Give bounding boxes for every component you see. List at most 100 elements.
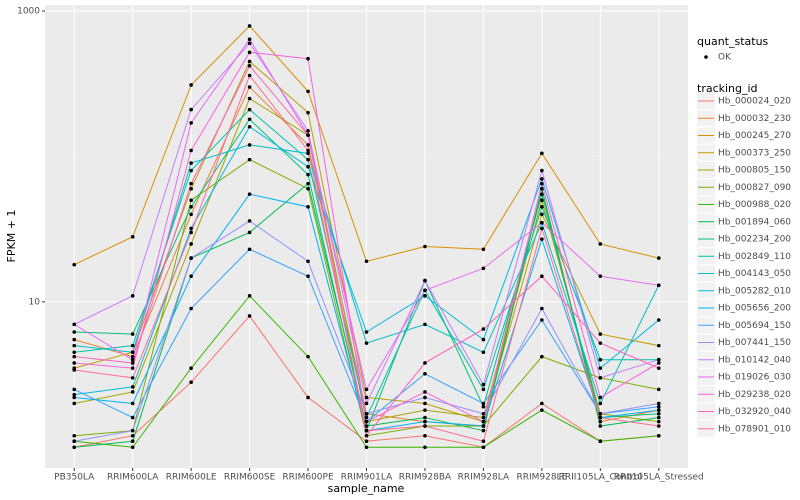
x-tick-label: RRIM600SE	[224, 473, 276, 483]
data-point	[656, 408, 661, 412]
data-point	[247, 59, 252, 64]
data-point	[189, 181, 193, 186]
data-point	[72, 354, 77, 359]
data-point	[247, 107, 252, 112]
data-point	[598, 357, 603, 362]
data-point	[247, 124, 252, 129]
data-point	[481, 350, 486, 355]
data-point	[72, 361, 77, 365]
data-point	[540, 198, 544, 203]
data-point	[306, 181, 310, 186]
data-point	[189, 83, 193, 87]
data-point	[247, 294, 252, 298]
data-point	[247, 143, 252, 147]
data-point	[540, 306, 544, 311]
data-point	[540, 186, 544, 191]
data-point	[130, 433, 135, 438]
data-point	[306, 274, 310, 279]
data-point	[306, 186, 310, 191]
data-point	[540, 181, 544, 186]
data-point	[189, 168, 193, 173]
data-point	[540, 168, 544, 173]
data-point	[189, 256, 193, 260]
data-point	[423, 445, 427, 450]
legend-key	[704, 55, 708, 59]
data-point	[72, 343, 77, 348]
data-point	[656, 343, 661, 348]
legend-label: Hb_007441_150	[718, 338, 791, 348]
data-point	[598, 332, 603, 336]
data-point	[189, 186, 193, 191]
legend-label: Hb_002849_110	[718, 252, 791, 262]
data-point	[540, 177, 544, 181]
data-point	[481, 247, 486, 252]
data-point	[189, 274, 193, 279]
data-point	[598, 424, 603, 428]
data-point	[306, 259, 310, 264]
data-point	[247, 73, 252, 78]
data-point	[481, 415, 486, 420]
x-tick-label: RRIM600PE	[282, 473, 334, 483]
data-point	[656, 357, 661, 362]
data-point	[598, 411, 603, 416]
data-point	[540, 220, 544, 225]
data-point	[189, 380, 193, 385]
data-point	[247, 41, 252, 46]
x-tick-label: RRIM928LE	[516, 473, 567, 483]
data-point	[481, 382, 486, 387]
y-axis-title: FPKM + 1	[5, 210, 18, 263]
data-point	[364, 424, 369, 428]
legend-title: tracking_id	[697, 82, 758, 95]
x-tick-label: RRII105LA_Stressed	[614, 473, 704, 483]
data-point	[306, 89, 310, 94]
data-point	[540, 212, 544, 217]
data-point	[189, 366, 193, 370]
data-point	[130, 294, 135, 298]
data-point	[306, 354, 310, 359]
data-point	[72, 322, 77, 327]
data-point	[247, 117, 252, 122]
data-point	[423, 415, 427, 420]
data-point	[364, 428, 369, 433]
data-point	[656, 415, 661, 420]
data-point	[306, 157, 310, 162]
data-point	[423, 401, 427, 406]
data-point	[364, 341, 369, 345]
data-point	[189, 230, 193, 235]
data-point	[72, 262, 77, 267]
data-point	[598, 242, 603, 246]
data-point	[189, 242, 193, 246]
x-tick-label: RRIM901LA	[341, 473, 393, 483]
x-tick-label: RRIM928BA	[399, 473, 452, 483]
data-point	[72, 445, 77, 450]
data-point	[540, 226, 544, 231]
data-point	[247, 314, 252, 318]
data-point	[247, 230, 252, 235]
data-point	[364, 419, 369, 424]
data-point	[481, 387, 486, 392]
data-point	[656, 419, 661, 424]
data-point	[72, 368, 77, 372]
data-point	[364, 387, 369, 392]
data-point	[72, 395, 77, 400]
data-point	[364, 411, 369, 416]
data-point	[364, 433, 369, 438]
data-point	[656, 283, 661, 288]
data-point	[72, 330, 77, 334]
data-point	[481, 419, 486, 424]
data-point	[364, 395, 369, 400]
data-point	[656, 411, 661, 416]
data-point	[364, 445, 369, 450]
data-point	[72, 387, 77, 392]
data-point	[130, 343, 135, 348]
data-point	[423, 361, 427, 365]
data-point	[72, 350, 77, 355]
data-point	[247, 37, 252, 42]
data-point	[481, 424, 486, 428]
data-point	[306, 133, 310, 137]
data-point	[540, 401, 544, 406]
data-point	[598, 274, 603, 279]
data-point	[306, 110, 310, 115]
data-point	[247, 24, 252, 28]
